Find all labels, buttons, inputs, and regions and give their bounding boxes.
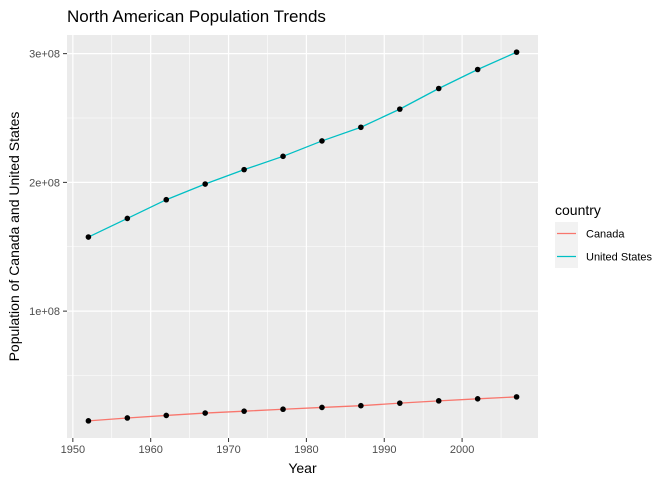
data-point [241, 166, 247, 173]
y-tick-label: 3e+08 [29, 49, 60, 61]
data-point [202, 181, 208, 187]
x-tick-label: 2000 [450, 444, 474, 456]
data-point [124, 415, 131, 421]
series-line [88, 51, 517, 238]
x-tick-label: 1960 [138, 444, 162, 456]
data-point [474, 396, 481, 402]
data-point [513, 394, 520, 400]
plot-panel [67, 35, 538, 438]
x-tick-label: 1990 [372, 444, 396, 456]
x-axis: 1950 1960 1970 1980 1990 2000 [61, 438, 474, 456]
data-point [397, 106, 403, 112]
x-tick-label: 1950 [61, 444, 85, 456]
legend-entries: Canada United States [555, 222, 653, 268]
y-axis: 1e+08 2e+08 3e+08 [29, 49, 67, 318]
data-point [513, 49, 520, 55]
data-point [241, 408, 247, 414]
data-point [280, 153, 286, 160]
data-point [358, 124, 364, 131]
data-point [435, 85, 442, 92]
data-point [124, 215, 131, 222]
data-point [85, 418, 92, 424]
data-point [319, 404, 325, 411]
data-point [163, 196, 170, 203]
data-point [202, 410, 208, 416]
data-point [435, 398, 442, 404]
x-tick-label: 1970 [216, 444, 240, 456]
y-tick-label: 2e+08 [29, 177, 60, 189]
data-point [280, 406, 286, 413]
data-point [474, 66, 481, 73]
data-point [85, 234, 92, 240]
chart-title: North American Population Trends [67, 7, 326, 26]
legend-title: country [555, 202, 601, 218]
data-point [397, 400, 403, 406]
series-line [88, 396, 517, 422]
data-point [358, 402, 364, 409]
x-axis-title: Year [288, 460, 317, 476]
data-point [163, 412, 170, 419]
x-tick-label: 1980 [294, 444, 318, 456]
grid-major [67, 35, 538, 438]
data-point [319, 138, 325, 144]
y-axis-title: Population of Canada and United States [6, 112, 22, 362]
grid-minor [67, 35, 538, 438]
series-lines [88, 51, 517, 422]
series-points [85, 49, 520, 424]
legend: country Canada United States [555, 202, 653, 268]
legend-label: Canada [586, 229, 625, 241]
y-tick-label: 1e+08 [29, 306, 60, 318]
legend-label: United States [586, 252, 653, 264]
